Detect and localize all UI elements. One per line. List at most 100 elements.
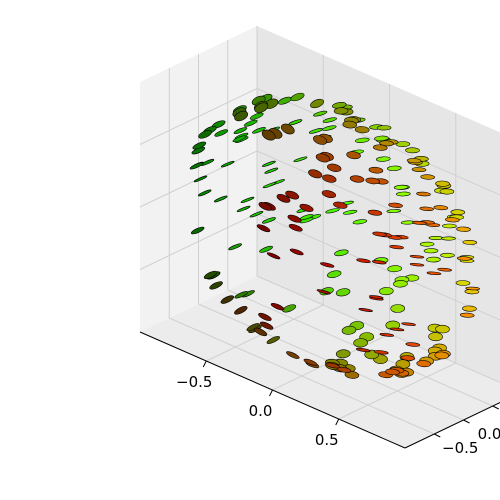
data-point: [325, 208, 340, 214]
data-points: [189, 92, 480, 379]
data-point: [416, 191, 431, 197]
data-point: [214, 129, 229, 137]
data-point: [282, 304, 297, 313]
data-point: [308, 169, 323, 179]
data-point: [373, 144, 388, 151]
data-point: [376, 125, 392, 131]
data-point: [249, 211, 264, 218]
pane-floor: [140, 276, 500, 448]
data-point: [308, 128, 323, 134]
data-point: [335, 288, 351, 297]
data-point: [233, 127, 248, 135]
data-point: [276, 194, 291, 203]
data-point: [266, 252, 281, 260]
data-point: [393, 280, 408, 288]
grid-line: [169, 317, 435, 435]
data-point: [258, 312, 272, 321]
data-point: [321, 190, 337, 199]
data-point: [401, 322, 416, 326]
x-tick-label: 0.5: [315, 431, 339, 449]
data-point: [346, 151, 361, 160]
data-point: [335, 349, 351, 359]
data-point: [440, 252, 455, 258]
data-point: [445, 217, 460, 223]
data-point: [341, 325, 357, 335]
data-point: [310, 98, 325, 109]
data-point: [262, 160, 276, 167]
data-point: [437, 267, 452, 272]
data-point: [379, 287, 394, 296]
data-point: [198, 129, 212, 139]
x-tick-label: 0.0: [249, 402, 273, 420]
x-tick-mark: [202, 360, 207, 368]
x-tick-mark: [269, 389, 273, 397]
data-point: [405, 147, 420, 154]
y-tick-mark: [434, 433, 441, 438]
y-tick-label: −0.5: [442, 439, 478, 457]
data-point: [303, 358, 318, 366]
data-point: [412, 220, 427, 225]
tick-labels: −0.50.00.5−0.50.00.51.0−0.50.00.5: [176, 373, 500, 457]
axis-lines: [139, 331, 500, 449]
data-point: [355, 137, 370, 143]
y-tick-mark: [492, 405, 499, 410]
data-point: [259, 321, 274, 330]
data-point: [320, 262, 335, 268]
data-point: [240, 196, 255, 203]
data-point: [342, 209, 358, 215]
data-point: [333, 201, 348, 209]
data-point: [190, 226, 205, 235]
data-point: [387, 165, 402, 171]
data-point: [249, 112, 264, 120]
data-point: [433, 205, 449, 211]
data-point: [234, 306, 248, 315]
data-point: [203, 270, 218, 279]
data-point: [299, 203, 314, 212]
data-point: [367, 209, 383, 216]
data-point: [280, 123, 295, 135]
data-point: [286, 351, 300, 359]
data-point: [411, 167, 427, 173]
data-point: [372, 231, 387, 237]
data-point: [388, 202, 403, 208]
data-point: [333, 107, 349, 115]
data-point: [213, 195, 228, 203]
data-point: [456, 256, 472, 261]
data-point: [336, 366, 352, 373]
data-point: [252, 127, 266, 134]
data-point: [459, 312, 475, 318]
data-point: [220, 295, 235, 304]
data-point: [316, 289, 331, 295]
data-point: [435, 180, 450, 187]
data-point: [419, 241, 435, 247]
x-tick-mark: [335, 418, 340, 426]
data-point: [365, 177, 380, 185]
data-point: [261, 129, 276, 141]
data-point: [405, 342, 421, 347]
data-point: [313, 110, 328, 117]
data-point: [313, 135, 328, 145]
data-point: [322, 117, 337, 123]
data-point: [253, 327, 268, 337]
data-point: [409, 263, 425, 267]
data-point: [189, 162, 204, 170]
data-point: [426, 256, 441, 263]
data-point: [409, 255, 425, 259]
data-point: [379, 333, 395, 337]
data-point: [270, 302, 285, 311]
data-point: [385, 368, 400, 376]
data-point: [423, 248, 439, 254]
data-point: [220, 160, 235, 168]
data-point: [389, 245, 404, 250]
data-point: [434, 351, 450, 360]
data-point: [356, 258, 371, 263]
data-point: [387, 265, 402, 273]
data-point: [290, 92, 305, 102]
data-point: [192, 141, 207, 150]
data-point: [209, 281, 223, 290]
data-point: [355, 347, 371, 353]
data-point: [419, 206, 434, 211]
data-point: [368, 295, 384, 299]
data-point: [232, 135, 247, 143]
